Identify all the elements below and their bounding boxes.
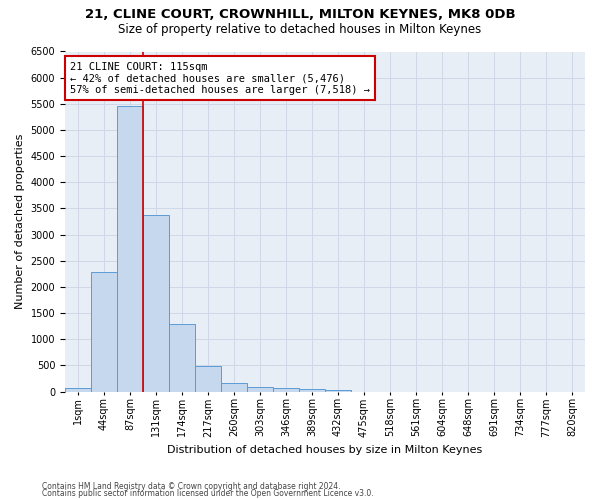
Text: Size of property relative to detached houses in Milton Keynes: Size of property relative to detached ho… <box>118 22 482 36</box>
Bar <box>91 272 117 392</box>
Bar <box>299 389 325 392</box>
X-axis label: Distribution of detached houses by size in Milton Keynes: Distribution of detached houses by size … <box>167 445 482 455</box>
Bar <box>273 388 299 392</box>
Bar <box>169 324 195 392</box>
Bar <box>247 388 273 392</box>
Text: Contains HM Land Registry data © Crown copyright and database right 2024.: Contains HM Land Registry data © Crown c… <box>42 482 341 491</box>
Bar <box>143 215 169 392</box>
Text: Contains public sector information licensed under the Open Government Licence v3: Contains public sector information licen… <box>42 490 374 498</box>
Bar <box>117 106 143 392</box>
Text: 21, CLINE COURT, CROWNHILL, MILTON KEYNES, MK8 0DB: 21, CLINE COURT, CROWNHILL, MILTON KEYNE… <box>85 8 515 20</box>
Bar <box>221 383 247 392</box>
Bar <box>65 388 91 392</box>
Bar <box>195 366 221 392</box>
Bar <box>325 390 351 392</box>
Text: 21 CLINE COURT: 115sqm
← 42% of detached houses are smaller (5,476)
57% of semi-: 21 CLINE COURT: 115sqm ← 42% of detached… <box>70 62 370 95</box>
Y-axis label: Number of detached properties: Number of detached properties <box>15 134 25 309</box>
